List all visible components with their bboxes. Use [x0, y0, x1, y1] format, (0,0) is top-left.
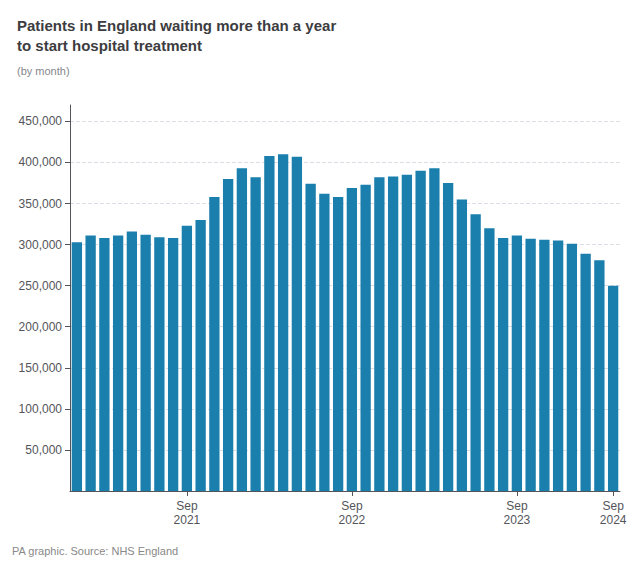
svg-text:450,000: 450,000 [19, 114, 63, 128]
svg-text:300,000: 300,000 [19, 238, 63, 252]
svg-text:50,000: 50,000 [25, 443, 62, 457]
svg-text:150,000: 150,000 [19, 361, 63, 375]
svg-text:Sep: Sep [176, 499, 198, 513]
svg-text:400,000: 400,000 [19, 155, 63, 169]
svg-text:2024: 2024 [600, 513, 627, 527]
svg-text:Sep: Sep [602, 499, 624, 513]
svg-text:2023: 2023 [504, 513, 531, 527]
svg-text:to start hospital treatment: to start hospital treatment [17, 37, 202, 54]
svg-text:2022: 2022 [339, 513, 366, 527]
svg-text:250,000: 250,000 [19, 279, 63, 293]
svg-text:Patients in England waiting mo: Patients in England waiting more than a … [17, 17, 336, 34]
svg-text:PA graphic. Source: NHS Englan: PA graphic. Source: NHS England [12, 545, 178, 557]
svg-text:Sep: Sep [341, 499, 363, 513]
svg-text:2021: 2021 [174, 513, 201, 527]
svg-text:350,000: 350,000 [19, 197, 63, 211]
svg-text:200,000: 200,000 [19, 320, 63, 334]
svg-text:Sep: Sep [506, 499, 528, 513]
svg-text:(by month): (by month) [17, 65, 70, 77]
svg-text:100,000: 100,000 [19, 402, 63, 416]
